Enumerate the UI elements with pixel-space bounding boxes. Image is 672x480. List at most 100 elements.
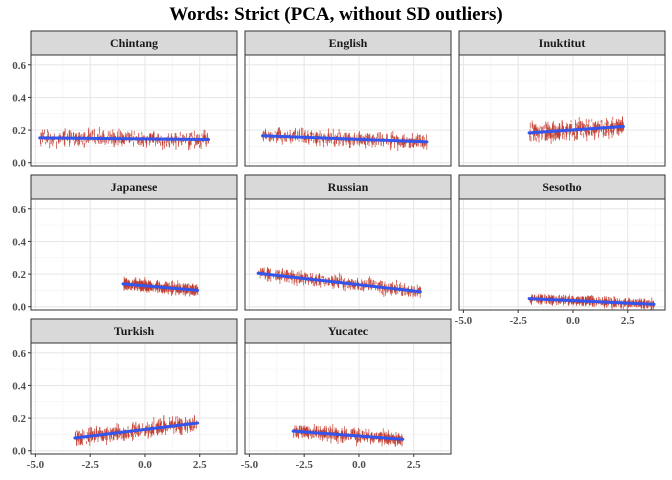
data-point bbox=[575, 119, 576, 126]
data-point bbox=[192, 418, 193, 424]
data-point bbox=[541, 131, 543, 138]
data-point bbox=[279, 277, 281, 284]
data-point bbox=[189, 132, 191, 139]
data-point bbox=[553, 133, 555, 137]
data-point bbox=[41, 133, 42, 139]
data-point bbox=[542, 126, 544, 133]
data-point bbox=[76, 437, 78, 442]
data-point bbox=[298, 277, 300, 284]
data-point bbox=[283, 272, 284, 276]
data-point bbox=[597, 128, 599, 132]
data-point bbox=[545, 134, 547, 141]
data-point bbox=[157, 421, 159, 427]
data-point bbox=[149, 133, 150, 141]
data-point bbox=[305, 136, 307, 144]
data-point bbox=[195, 140, 196, 146]
data-point bbox=[145, 280, 147, 287]
data-point bbox=[284, 132, 286, 136]
data-point bbox=[300, 274, 302, 277]
data-point bbox=[100, 430, 101, 433]
data-point bbox=[354, 284, 356, 290]
panel-bg-english bbox=[245, 55, 451, 166]
y-tick-label: 0.2 bbox=[12, 125, 26, 137]
data-point bbox=[404, 290, 406, 296]
data-point bbox=[308, 276, 309, 286]
data-point bbox=[572, 131, 574, 136]
x-tick-label: -5.0 bbox=[455, 315, 473, 327]
data-point bbox=[611, 130, 613, 138]
data-point bbox=[75, 432, 76, 440]
data-point bbox=[101, 131, 103, 137]
data-point bbox=[644, 303, 646, 310]
data-point bbox=[147, 432, 149, 439]
data-point bbox=[287, 270, 289, 276]
data-point bbox=[80, 434, 82, 437]
y-tick-label: 0.6 bbox=[12, 348, 26, 360]
data-point bbox=[394, 141, 395, 149]
data-point bbox=[135, 421, 137, 427]
data-point bbox=[385, 433, 386, 437]
data-point bbox=[178, 285, 180, 288]
data-point bbox=[354, 135, 356, 140]
data-point bbox=[619, 119, 621, 126]
data-point bbox=[596, 122, 598, 128]
data-point bbox=[196, 143, 198, 146]
data-point bbox=[390, 140, 392, 149]
data-point bbox=[360, 435, 362, 443]
data-point bbox=[332, 128, 334, 138]
data-point bbox=[548, 124, 550, 132]
y-tick-label: 0.4 bbox=[12, 236, 26, 248]
data-point bbox=[368, 286, 370, 290]
data-point bbox=[165, 287, 166, 291]
data-point bbox=[319, 140, 321, 144]
data-point bbox=[533, 133, 534, 136]
data-point bbox=[381, 290, 383, 294]
data-point bbox=[363, 285, 365, 292]
data-point bbox=[334, 274, 336, 282]
panel-bg-turkish bbox=[31, 343, 237, 454]
data-point bbox=[386, 438, 388, 444]
x-tick-label: -2.5 bbox=[509, 315, 527, 327]
data-point bbox=[143, 286, 145, 290]
data-point bbox=[172, 139, 174, 143]
data-point bbox=[529, 132, 531, 141]
data-point bbox=[186, 133, 188, 142]
data-point bbox=[534, 127, 536, 130]
data-point bbox=[43, 132, 44, 138]
data-point bbox=[651, 302, 653, 311]
data-point bbox=[83, 142, 85, 148]
data-point bbox=[281, 138, 283, 145]
data-point bbox=[145, 425, 147, 429]
data-point bbox=[120, 139, 122, 143]
data-point bbox=[589, 298, 591, 301]
data-point bbox=[73, 132, 75, 136]
data-point bbox=[319, 426, 321, 431]
data-point bbox=[390, 432, 392, 439]
data-point bbox=[535, 127, 537, 134]
data-point bbox=[546, 130, 548, 137]
data-point bbox=[368, 141, 370, 147]
data-point bbox=[338, 280, 340, 289]
data-point bbox=[398, 439, 400, 443]
data-point bbox=[163, 421, 164, 429]
data-point bbox=[615, 301, 617, 308]
data-point bbox=[307, 431, 309, 438]
data-point bbox=[265, 274, 267, 278]
data-point bbox=[310, 431, 312, 440]
data-point bbox=[533, 135, 534, 141]
data-point bbox=[111, 134, 113, 139]
chart-title: Words: Strict (PCA, without SD outliers) bbox=[169, 4, 503, 25]
data-point bbox=[601, 119, 603, 129]
data-point bbox=[117, 433, 119, 439]
data-point bbox=[88, 438, 90, 442]
data-point bbox=[64, 140, 66, 147]
data-point bbox=[575, 122, 576, 132]
data-point bbox=[598, 134, 599, 138]
data-point bbox=[275, 269, 277, 276]
data-point bbox=[535, 123, 537, 130]
data-point bbox=[101, 430, 103, 436]
data-point bbox=[289, 138, 291, 142]
data-point bbox=[606, 296, 608, 303]
data-point bbox=[148, 424, 150, 429]
data-point bbox=[370, 434, 372, 437]
